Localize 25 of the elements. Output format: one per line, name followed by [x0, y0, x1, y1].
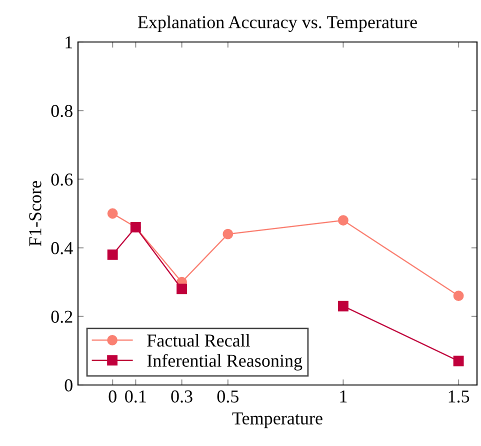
legend-label: Factual Recall — [147, 334, 250, 347]
y-tick-label: 0 — [64, 379, 72, 392]
point — [338, 300, 348, 312]
x-tick-label: 1.5 — [448, 390, 470, 403]
point — [338, 215, 348, 226]
y-tick-label: 1 — [66, 36, 72, 48]
x-axis-title: Temperature — [232, 412, 322, 428]
y-tick-label: 0.6 — [51, 173, 73, 186]
y-axis-title: F1-Score — [29, 181, 42, 246]
point — [453, 356, 464, 366]
point — [107, 249, 118, 260]
x-tick-label: 0.5 — [217, 390, 238, 403]
point — [453, 290, 464, 302]
x-tick-label: 0 — [108, 390, 116, 403]
x-tick-label: 1 — [340, 390, 347, 402]
x-tick-label: 0.3 — [171, 390, 192, 403]
point — [176, 284, 187, 294]
point — [107, 208, 118, 219]
point — [222, 228, 234, 240]
y-tick-label: 0.2 — [51, 310, 72, 323]
legend-label: Inferential Reasoning — [147, 354, 302, 371]
chart-title: Explanation Accuracy vs. Temperature — [138, 16, 417, 32]
y-tick-label: 0.4 — [51, 242, 73, 254]
y-tick-label: 0.8 — [51, 104, 72, 118]
x-tick-label: 0.1 — [125, 390, 146, 403]
